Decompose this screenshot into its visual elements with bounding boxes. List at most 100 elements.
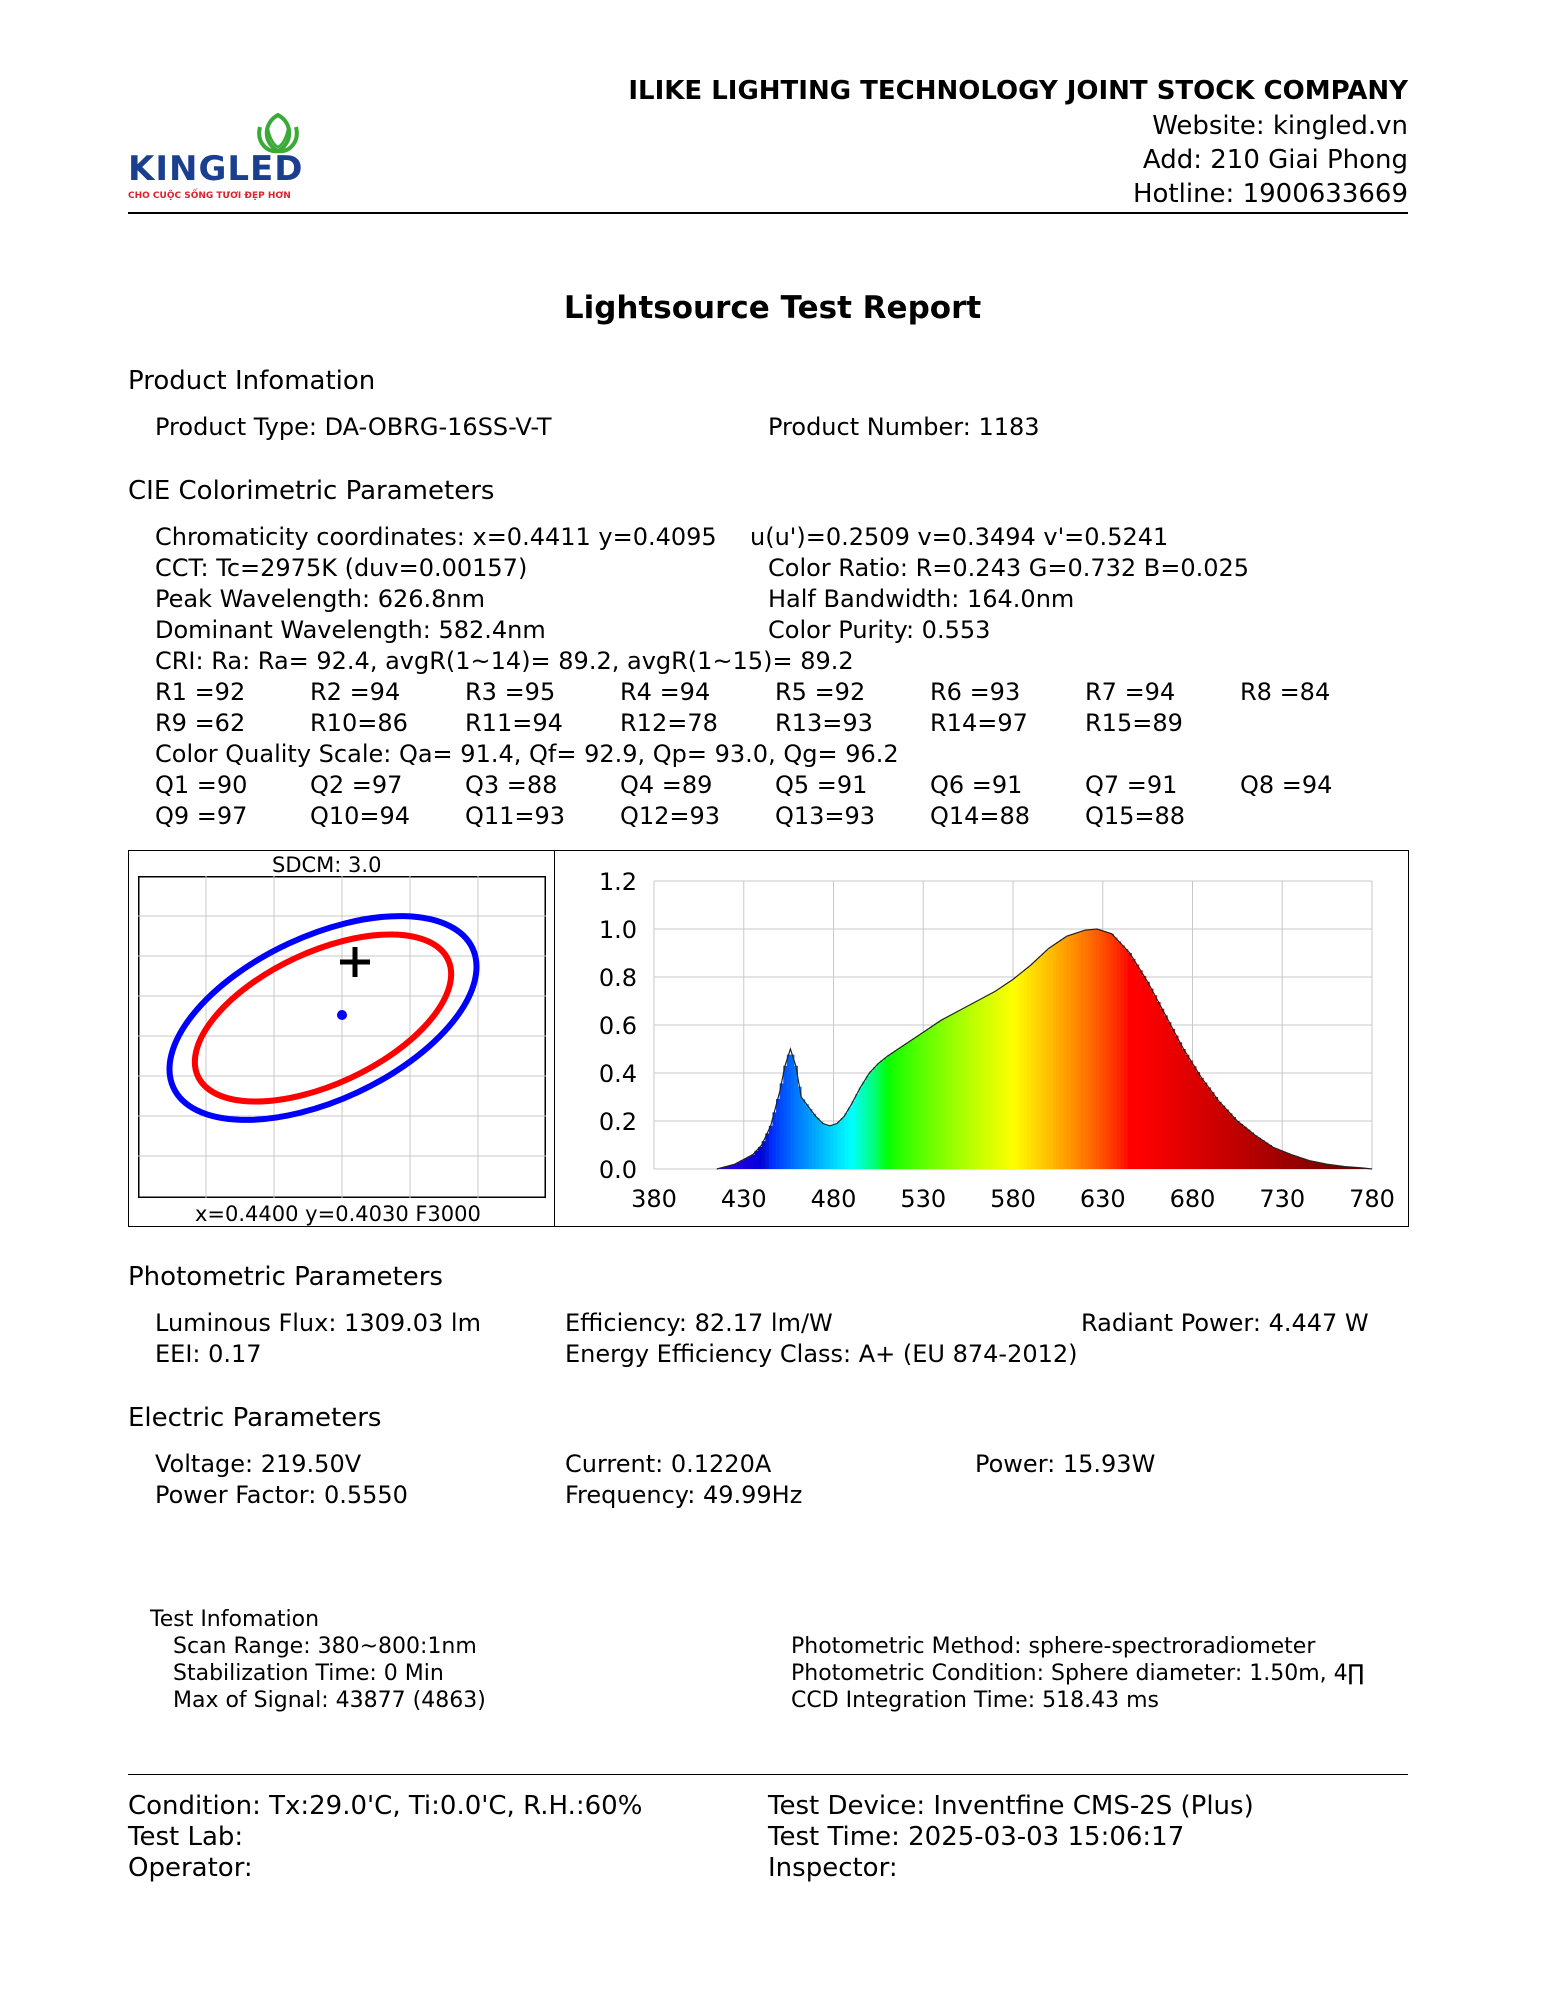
spectrum-bar — [1321, 1163, 1326, 1169]
photometric-heading: Photometric Parameters — [128, 1262, 443, 1292]
spectrum-bar — [977, 1000, 982, 1169]
spectrum-bar — [1056, 942, 1061, 1169]
spectrum-bar — [1106, 932, 1111, 1169]
spectrum-bar — [919, 1033, 924, 1169]
q-value: Q14=88 — [930, 802, 1031, 830]
spectrum-bar — [916, 1035, 921, 1169]
spectrum-bar — [1354, 1167, 1359, 1169]
spectrum-bar — [725, 1166, 730, 1169]
spectrum-bar — [1095, 929, 1100, 1169]
spectrum-bar — [1077, 932, 1082, 1169]
spectrum-bar — [1088, 929, 1093, 1169]
spectrum-bar — [1300, 1158, 1305, 1169]
spectrum-bar — [1235, 1121, 1240, 1169]
spectrum-bar — [1124, 949, 1129, 1169]
r-value: R8 =84 — [1240, 678, 1331, 706]
current: Current: 0.1220A — [565, 1450, 772, 1478]
r-value: R12=78 — [620, 709, 718, 737]
r-value: R15=89 — [1085, 709, 1183, 737]
spectrum-bar — [1217, 1101, 1222, 1169]
q-value: Q3 =88 — [465, 771, 558, 799]
sdcm-footer: x=0.4400 y=0.4030 F3000 — [195, 1202, 481, 1226]
spectrum-bar — [923, 1031, 928, 1169]
spectrum-bar — [930, 1026, 935, 1169]
spectrum-bar — [1260, 1140, 1265, 1169]
spectrum-bar — [1350, 1167, 1355, 1169]
x-tick-label: 630 — [1080, 1185, 1126, 1213]
y-tick-label: 0.6 — [599, 1012, 637, 1040]
spectrum-bar — [790, 1054, 795, 1169]
spectrum-bar — [1181, 1049, 1186, 1169]
r-value: R13=93 — [775, 709, 873, 737]
spectrum-bar — [1099, 930, 1104, 1169]
spectrum-bar — [991, 992, 996, 1169]
spectrum-bar — [797, 1086, 802, 1169]
spectrum-bar — [779, 1083, 784, 1169]
measured-point-cross-icon — [340, 947, 370, 977]
spectrum-bar — [815, 1118, 820, 1169]
spectrum-bar — [984, 996, 989, 1169]
spectrum-bar — [1307, 1160, 1312, 1169]
spectrum-curve — [716, 928, 1373, 1170]
spectrum-bar — [1081, 930, 1086, 1169]
spectrum-bar — [1034, 959, 1039, 1169]
company-address: Add: 210 Giai Phong — [1142, 145, 1408, 175]
spectrum-bar — [1257, 1137, 1262, 1169]
spectrum-bar — [973, 1001, 978, 1169]
footer-divider — [128, 1774, 1408, 1775]
spectrum-bar — [1264, 1142, 1269, 1169]
operator: Operator: — [128, 1853, 253, 1883]
spectrum-bar — [1253, 1135, 1258, 1169]
half-bandwidth: Half Bandwidth: 164.0nm — [768, 585, 1075, 613]
r-value: R7 =94 — [1085, 678, 1176, 706]
q-value: Q8 =94 — [1240, 771, 1333, 799]
q-value: Q15=88 — [1085, 802, 1186, 830]
charts-divider — [554, 850, 555, 1227]
spectrum-bar — [1013, 977, 1017, 1169]
spectrum-bar — [750, 1154, 755, 1169]
spectrum-bar — [736, 1162, 741, 1169]
q-value: Q7 =91 — [1085, 771, 1178, 799]
spectrum-bar — [1117, 941, 1122, 1169]
x-tick-label: 480 — [811, 1185, 857, 1213]
spectrum-bar — [1027, 966, 1032, 1169]
spectrum-bar — [969, 1003, 974, 1169]
peak-wavelength: Peak Wavelength: 626.8nm — [155, 585, 485, 613]
spectrum-bar — [1210, 1092, 1215, 1169]
spectrum-bar — [1020, 972, 1025, 1169]
spectrum-bar — [786, 1054, 791, 1169]
spectrum-bar — [995, 990, 1000, 1169]
company-logo: KINGLED CHO CUỘC SỐNG TƯƠI ĐẸP HƠN — [128, 105, 328, 205]
spectrum-bar — [754, 1150, 759, 1169]
x-tick-label: 530 — [900, 1185, 946, 1213]
spectrum-bar — [1160, 1008, 1165, 1169]
spectrum-bar — [772, 1112, 777, 1169]
spectrum-bar — [1196, 1072, 1201, 1169]
product-heading: Product Infomation — [128, 366, 376, 396]
spectrum-bar — [959, 1009, 964, 1169]
spectrum-bar — [1030, 963, 1035, 1169]
spectrum-bar — [1016, 975, 1021, 1169]
logo-text: KINGLED — [128, 149, 304, 189]
max-signal: Max of Signal: 43877 (4863) — [173, 1688, 486, 1713]
spectrum-bar — [819, 1121, 824, 1169]
spectrum-bar — [1318, 1162, 1323, 1169]
spectrum-bar — [1120, 945, 1125, 1169]
spectrum-bar — [1048, 947, 1053, 1169]
spectrum-bar — [1199, 1077, 1204, 1169]
spectrum-bar — [722, 1167, 727, 1169]
spectrum-bar — [761, 1141, 766, 1169]
spectrum-bar — [872, 1067, 877, 1169]
spectrum-bar — [926, 1028, 931, 1169]
test-time: Test Time: 2025-03-03 15:06:17 — [768, 1822, 1185, 1852]
spectrum-bar — [743, 1158, 748, 1169]
radiant-power: Radiant Power: 4.447 W — [1081, 1309, 1369, 1337]
y-tick-label: 1.0 — [599, 916, 637, 944]
photometric-condition: Photometric Condition: Sphere diameter: … — [791, 1661, 1365, 1686]
spectrum-bar — [1325, 1164, 1330, 1169]
spectrum-bar — [912, 1038, 917, 1169]
spectrum-bar — [1303, 1159, 1308, 1169]
spectrum-bar — [1214, 1097, 1219, 1169]
spectrum-bar — [1102, 931, 1107, 1169]
spectrum-bar — [987, 994, 992, 1169]
